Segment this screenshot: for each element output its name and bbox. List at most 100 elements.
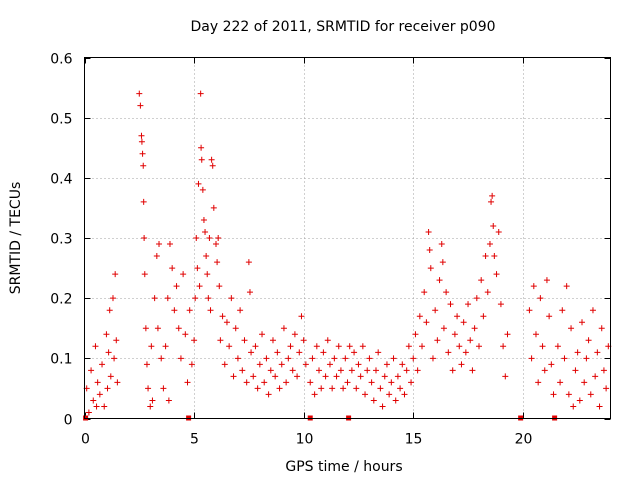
data-point — [318, 385, 325, 392]
data-point — [210, 204, 217, 211]
data-point — [596, 403, 603, 410]
data-point — [465, 301, 472, 308]
data-point — [88, 367, 95, 374]
data-point — [184, 379, 191, 386]
data-point — [370, 397, 377, 404]
data-point — [526, 307, 533, 314]
data-point — [600, 367, 607, 374]
x-tick-label: 15 — [405, 432, 423, 448]
data-point — [272, 373, 279, 380]
data-point — [381, 373, 388, 380]
data-point — [478, 277, 485, 284]
data-point — [603, 385, 610, 392]
data-point — [138, 138, 145, 145]
data-point — [355, 361, 362, 368]
data-point — [563, 283, 570, 290]
x-tick-label: 20 — [515, 432, 533, 448]
data-point — [291, 331, 298, 338]
data-point — [278, 361, 285, 368]
data-point — [561, 355, 568, 362]
data-point — [216, 283, 223, 290]
data-point — [223, 319, 230, 326]
data-point — [169, 265, 176, 272]
data-point — [535, 379, 542, 386]
data-point — [160, 385, 167, 392]
data-point — [333, 373, 340, 380]
data-point — [311, 391, 318, 398]
data-point — [408, 379, 415, 386]
data-point — [182, 331, 189, 338]
data-point — [294, 373, 301, 380]
data-point — [366, 355, 373, 362]
data-point — [394, 373, 401, 380]
data-point — [320, 349, 327, 356]
data-point — [192, 295, 199, 302]
data-point — [434, 337, 441, 344]
data-point — [353, 385, 360, 392]
data-point — [232, 325, 239, 332]
data-point — [208, 156, 215, 163]
data-point — [149, 397, 156, 404]
grid — [84, 57, 611, 419]
data-point — [497, 301, 504, 308]
data-point — [140, 198, 147, 205]
data-point — [476, 343, 482, 350]
data-point — [379, 403, 386, 410]
data-point — [206, 235, 213, 241]
data-point — [243, 379, 250, 386]
x-tick-label: 5 — [190, 432, 199, 448]
data-point — [390, 355, 397, 362]
data-point — [587, 391, 594, 398]
data-point — [493, 271, 500, 278]
data-point — [147, 403, 154, 410]
data-point — [153, 253, 160, 260]
data-point — [377, 385, 384, 392]
data-point — [438, 241, 445, 248]
data-point — [392, 397, 399, 404]
data-point — [219, 313, 226, 320]
data-point — [550, 391, 557, 398]
y-tick-label: 0.5 — [50, 112, 72, 128]
data-point — [204, 271, 211, 278]
data-point — [331, 355, 338, 362]
data-point — [213, 241, 219, 248]
data-point — [113, 337, 120, 344]
data-point — [90, 397, 97, 404]
data-point — [198, 156, 205, 163]
data-point — [246, 289, 253, 296]
data-point — [104, 385, 111, 392]
data-point — [226, 343, 233, 350]
data-point — [106, 307, 113, 314]
data-point — [194, 265, 201, 272]
data-point — [480, 313, 487, 320]
data-point — [451, 331, 458, 338]
data-point — [309, 355, 316, 362]
data-point — [254, 385, 261, 392]
data-point — [94, 379, 101, 386]
data-point — [191, 337, 198, 344]
data-point — [592, 373, 599, 380]
data-point — [188, 361, 195, 368]
data-point — [388, 379, 395, 386]
data-point — [375, 349, 382, 356]
data-point — [142, 325, 149, 332]
data-point — [456, 343, 463, 350]
data-point — [92, 343, 99, 350]
data-point — [537, 295, 544, 302]
data-point — [261, 379, 268, 386]
data-point — [276, 385, 283, 392]
data-point — [307, 379, 314, 386]
data-point — [156, 241, 163, 248]
data-point — [504, 331, 511, 338]
data-point — [148, 343, 155, 350]
data-point — [85, 409, 92, 416]
data-point — [473, 295, 480, 302]
data-point — [313, 343, 320, 350]
data-point — [165, 397, 172, 404]
data-point — [445, 349, 452, 356]
data-point — [158, 355, 165, 362]
data-point — [423, 319, 430, 326]
data-point — [197, 90, 204, 97]
data-point — [548, 361, 555, 368]
data-point — [228, 295, 235, 302]
